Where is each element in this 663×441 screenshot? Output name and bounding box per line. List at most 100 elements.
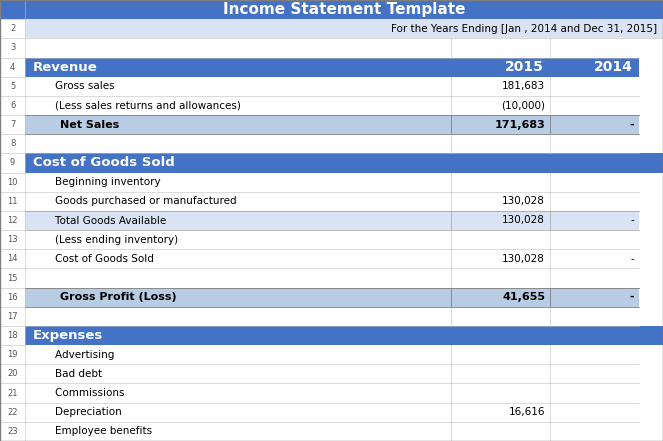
Bar [0,57,25,77]
Bar [25,345,452,364]
Text: Cost of Goods Sold: Cost of Goods Sold [33,157,175,169]
Text: 2: 2 [10,24,15,33]
Bar [452,38,550,57]
Bar [550,307,638,326]
Text: -: - [629,292,634,302]
Text: 13: 13 [7,235,18,244]
Bar [550,38,638,57]
Bar [452,134,550,153]
Bar [0,211,25,230]
Bar [0,192,25,211]
Bar [0,38,25,57]
Bar [550,249,638,269]
Text: Net Sales: Net Sales [29,120,119,130]
Bar [0,77,25,96]
Bar [452,57,550,77]
Text: Bad debt: Bad debt [29,369,102,379]
Bar [550,134,638,153]
Text: (Less sales returns and allowances): (Less sales returns and allowances) [29,101,241,110]
Bar [0,0,25,19]
Bar [25,307,452,326]
Bar [0,249,25,269]
Text: 20: 20 [7,370,18,378]
Text: 3: 3 [10,43,15,52]
Text: -: - [630,254,634,264]
Text: 11: 11 [7,197,18,206]
Bar [25,192,452,211]
Bar [25,326,663,345]
Text: Income Statement Template: Income Statement Template [223,2,465,17]
Bar [0,269,25,288]
Bar [0,115,25,134]
Bar [550,192,638,211]
Bar [550,230,638,249]
Text: Beginning inventory: Beginning inventory [29,177,161,187]
Bar [550,403,638,422]
Bar [452,172,550,192]
Bar [25,0,663,19]
Bar [0,19,25,38]
Bar [25,172,452,192]
Bar [0,230,25,249]
Bar [452,345,550,364]
Text: 15: 15 [7,273,18,283]
Bar [452,403,550,422]
Text: Depreciation: Depreciation [29,407,122,417]
Bar [452,307,550,326]
Bar [550,115,638,134]
Bar [25,96,452,115]
Text: Revenue: Revenue [33,60,98,74]
Text: 23: 23 [7,427,18,436]
Bar [25,364,452,384]
Text: 9: 9 [10,158,15,168]
Bar [550,77,638,96]
Bar [25,134,452,153]
Text: 5: 5 [10,82,15,91]
Bar [452,249,550,269]
Bar [550,345,638,364]
Bar [452,384,550,403]
Bar [0,326,25,345]
Bar [0,288,25,307]
Text: Advertising: Advertising [29,350,115,360]
Bar [0,172,25,192]
Bar [452,269,550,288]
Bar [25,77,452,96]
Text: 4: 4 [10,63,15,71]
Bar [25,19,663,38]
Text: 130,028: 130,028 [503,254,545,264]
Bar [25,153,663,172]
Text: 130,028: 130,028 [503,196,545,206]
Bar [452,364,550,384]
Text: 7: 7 [10,120,15,129]
Text: -: - [629,120,634,130]
Bar [25,422,452,441]
Bar [452,288,550,307]
Text: 14: 14 [7,254,18,263]
Text: For the Years Ending [Jan , 2014 and Dec 31, 2015]: For the Years Ending [Jan , 2014 and Dec… [391,24,657,34]
Bar [452,115,550,134]
Bar [0,364,25,384]
Bar [0,403,25,422]
Bar [25,211,452,230]
Text: -: - [630,216,634,225]
Bar [25,384,452,403]
Bar [550,288,638,307]
Bar [25,230,452,249]
Bar [550,269,638,288]
Text: 2015: 2015 [505,60,544,74]
Text: Gross Profit (Loss): Gross Profit (Loss) [29,292,177,302]
Bar [550,364,638,384]
Bar [452,192,550,211]
Bar [25,288,452,307]
Bar [550,57,638,77]
Text: 181,683: 181,683 [502,81,545,91]
Bar [452,230,550,249]
Text: Cost of Goods Sold: Cost of Goods Sold [29,254,154,264]
Bar [25,38,452,57]
Bar [452,211,550,230]
Text: (10,000): (10,000) [501,101,545,110]
Bar [0,134,25,153]
Bar [0,422,25,441]
Bar [25,249,452,269]
